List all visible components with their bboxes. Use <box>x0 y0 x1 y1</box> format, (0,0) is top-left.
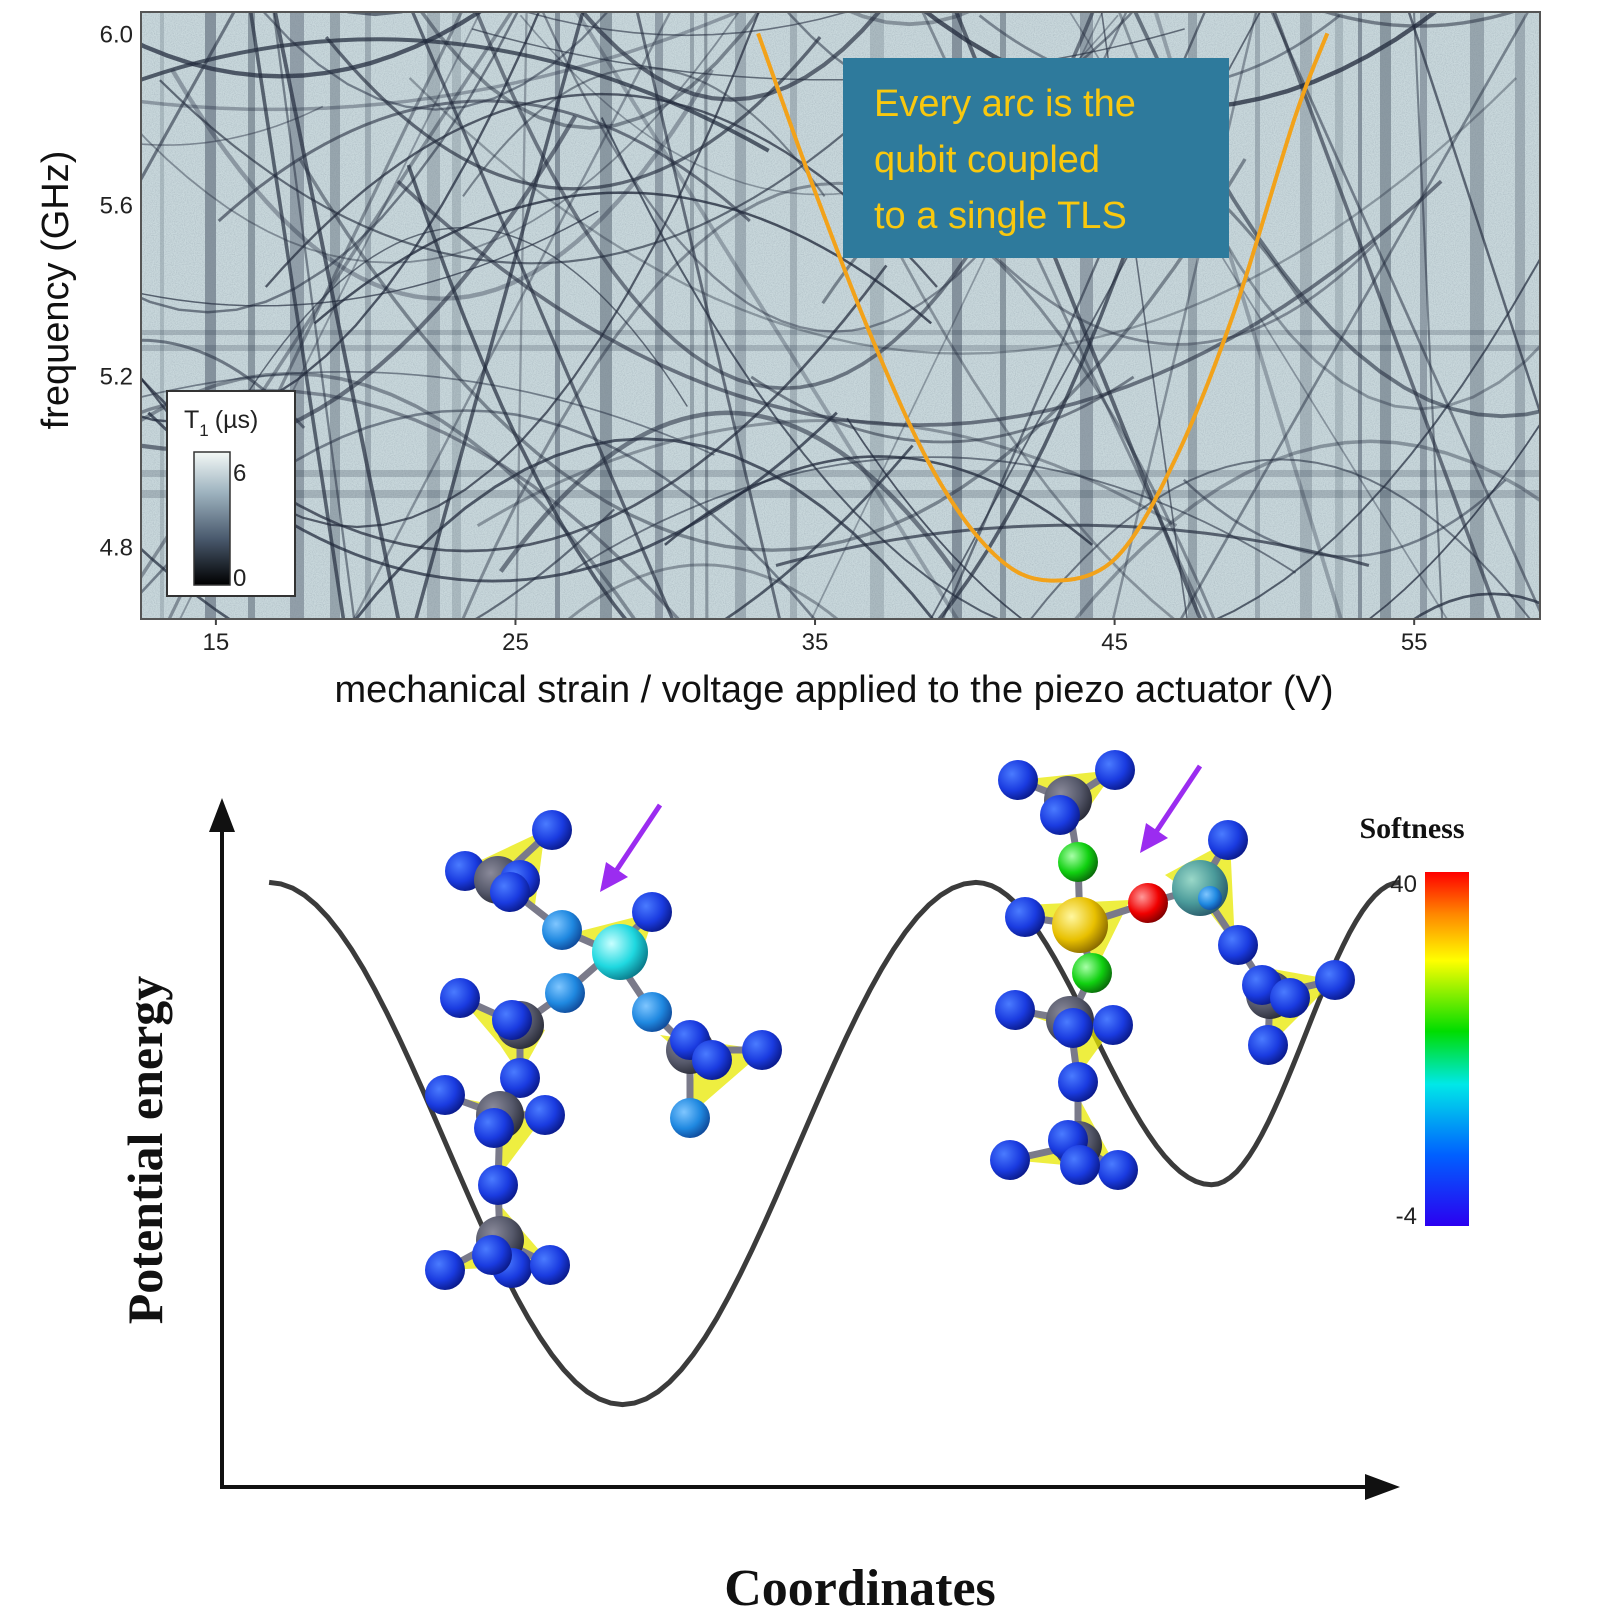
top-x-tick-label: 15 <box>203 629 230 656</box>
t1-colorbar-gradient <box>193 451 231 586</box>
top-y-tick-label: 4.8 <box>100 534 133 561</box>
y-axis-arrowhead <box>209 798 235 832</box>
annotation-line-1: Every arc is the <box>874 83 1136 125</box>
t1-colorbar-box <box>166 390 296 597</box>
top-x-tick-label: 35 <box>802 629 829 656</box>
t1-colorbar: T1 (µs) 6 0 <box>166 390 296 597</box>
potential-energy-panel: Potential energy Coordinates Softness 40… <box>117 750 1469 1617</box>
annotation-background <box>843 58 1229 258</box>
top-x-tick-label: 55 <box>1401 629 1428 656</box>
tls-arc <box>0 696 561 1220</box>
x-axis-arrowhead <box>1365 1474 1400 1500</box>
softness-colorbar-title: Softness <box>1359 812 1464 845</box>
tls-arc <box>0 711 496 971</box>
top-y-ticks: 4.8 5.2 5.6 6.0 <box>100 21 133 561</box>
bottom-x-axis-label: Coordinates <box>724 1560 996 1617</box>
bottom-y-axis-label: Potential energy <box>117 976 173 1325</box>
left-atomic-cluster <box>425 810 782 1290</box>
softness-colorbar-max: 40 <box>1390 871 1417 898</box>
heatmap-frame <box>140 11 1541 620</box>
top-y-tick-label: 5.2 <box>100 363 133 390</box>
right-atomic-cluster <box>990 750 1355 1190</box>
t1-colorbar-title: T1 (µs) <box>184 406 258 440</box>
right-pointer-arrow <box>1140 764 1203 853</box>
top-x-tick-label: 45 <box>1101 629 1128 656</box>
t1-colorbar-min: 0 <box>233 565 246 592</box>
t1-colorbar-max: 6 <box>233 460 246 487</box>
t1-heatmap-panel: Every arc is the qubit coupled to a sing… <box>0 11 1541 1220</box>
annotation-box: Every arc is the qubit coupled to a sing… <box>843 58 1229 258</box>
top-x-ticks: 15 25 35 45 55 <box>203 619 1428 656</box>
highlight-parabola <box>756 32 1330 583</box>
annotation-line-2: qubit coupled <box>874 139 1100 181</box>
top-x-axis-label: mechanical strain / voltage applied to t… <box>334 669 1333 711</box>
softness-colorbar-min: -4 <box>1396 1203 1417 1230</box>
heatmap-noise <box>141 12 1540 619</box>
top-y-tick-label: 5.6 <box>100 192 133 219</box>
left-pointer-arrow <box>600 803 663 892</box>
top-y-tick-label: 6.0 <box>100 21 133 48</box>
annotation-line-3: to a single TLS <box>874 195 1127 237</box>
softness-colorbar-gradient <box>1425 872 1469 1226</box>
top-y-axis-label: frequency (GHz) <box>35 151 77 430</box>
top-x-tick-label: 25 <box>502 629 529 656</box>
